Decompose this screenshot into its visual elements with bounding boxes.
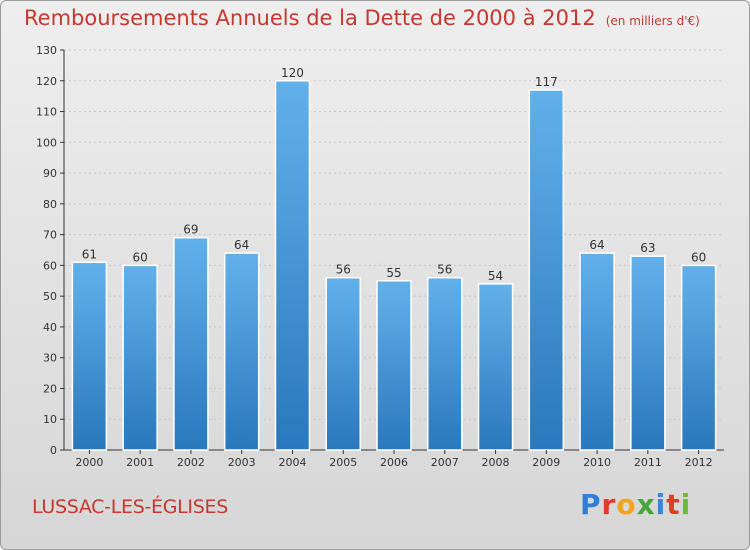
logo-letter: P: [580, 488, 602, 521]
title-text: Remboursements Annuels de la Dette de 20…: [24, 6, 596, 30]
x-tick-label: 2006: [380, 456, 408, 469]
y-tick-label: 60: [43, 259, 57, 272]
bar: [579, 252, 615, 451]
unit-label: (en milliers d'€): [605, 14, 700, 28]
y-tick-label: 70: [43, 229, 57, 242]
bar: [122, 264, 158, 451]
data-label: 56: [437, 263, 452, 277]
y-tick-label: 10: [43, 413, 57, 426]
x-tick-label: 2012: [685, 456, 713, 469]
bar: [71, 261, 108, 451]
logo-letter: x: [636, 488, 656, 521]
x-tick-label: 2003: [228, 456, 256, 469]
data-label: 60: [691, 250, 706, 264]
bar: [173, 236, 209, 451]
chart-title: Remboursements Annuels de la Dette de 20…: [24, 6, 700, 30]
data-label: 55: [386, 266, 401, 280]
y-tick-label: 100: [36, 136, 57, 149]
commune-name: LUSSAC-LES-ÉGLISES: [32, 496, 228, 518]
data-label: 69: [183, 223, 198, 237]
data-label: 56: [336, 263, 351, 277]
proxiti-logo: Proxiti: [580, 488, 691, 521]
data-label: 60: [133, 250, 148, 264]
logo-letter: o: [616, 488, 637, 521]
y-tick-label: 110: [36, 106, 57, 119]
y-tick-label: 120: [36, 75, 57, 88]
logo-letter: i: [680, 488, 692, 521]
x-tick-label: 2000: [75, 456, 103, 469]
y-tick-label: 130: [36, 44, 57, 57]
bar: [427, 276, 463, 451]
bar: [376, 280, 412, 451]
bar: [528, 89, 565, 451]
x-tick-label: 2010: [583, 456, 611, 469]
logo-letter: t: [666, 488, 681, 521]
y-tick-label: 90: [43, 167, 57, 180]
y-tick-label: 30: [43, 352, 57, 365]
x-tick-label: 2001: [126, 456, 154, 469]
bar: [680, 264, 717, 451]
data-label: 64: [589, 238, 604, 252]
x-tick-label: 2009: [532, 456, 560, 469]
y-tick-label: 20: [43, 382, 57, 395]
x-tick-label: 2004: [278, 456, 306, 469]
bar: [630, 255, 666, 451]
data-label: 63: [640, 241, 655, 255]
data-label: 64: [234, 238, 249, 252]
y-tick-label: 80: [43, 198, 57, 211]
data-label: 54: [488, 269, 503, 283]
bar: [274, 80, 311, 451]
x-tick-label: 2005: [329, 456, 357, 469]
bar: [477, 283, 514, 451]
data-label: 61: [82, 247, 97, 261]
data-label: 117: [535, 75, 558, 89]
data-label: 120: [281, 66, 304, 80]
bars: 61 60 69 64 120 56 55 56 54 117 64 63 60: [71, 66, 717, 451]
x-tick-label: 2008: [482, 456, 510, 469]
logo-letter: i: [655, 488, 667, 521]
x-tick-label: 2002: [177, 456, 205, 469]
y-axis-ticks: 0 10 20 30 40 50 60 70 80 90 100 110 120 130: [36, 44, 64, 457]
x-axis-ticks: 2000 2001 2002 2003 2004 2005 2006 2007 2008 2009…: [75, 450, 713, 469]
bar: [223, 252, 260, 451]
y-tick-label: 0: [50, 444, 57, 457]
y-tick-label: 40: [43, 321, 57, 334]
logo-letter: r: [601, 488, 617, 521]
x-tick-label: 2007: [431, 456, 459, 469]
y-tick-label: 50: [43, 290, 57, 303]
bar: [325, 276, 361, 451]
x-tick-label: 2011: [634, 456, 662, 469]
